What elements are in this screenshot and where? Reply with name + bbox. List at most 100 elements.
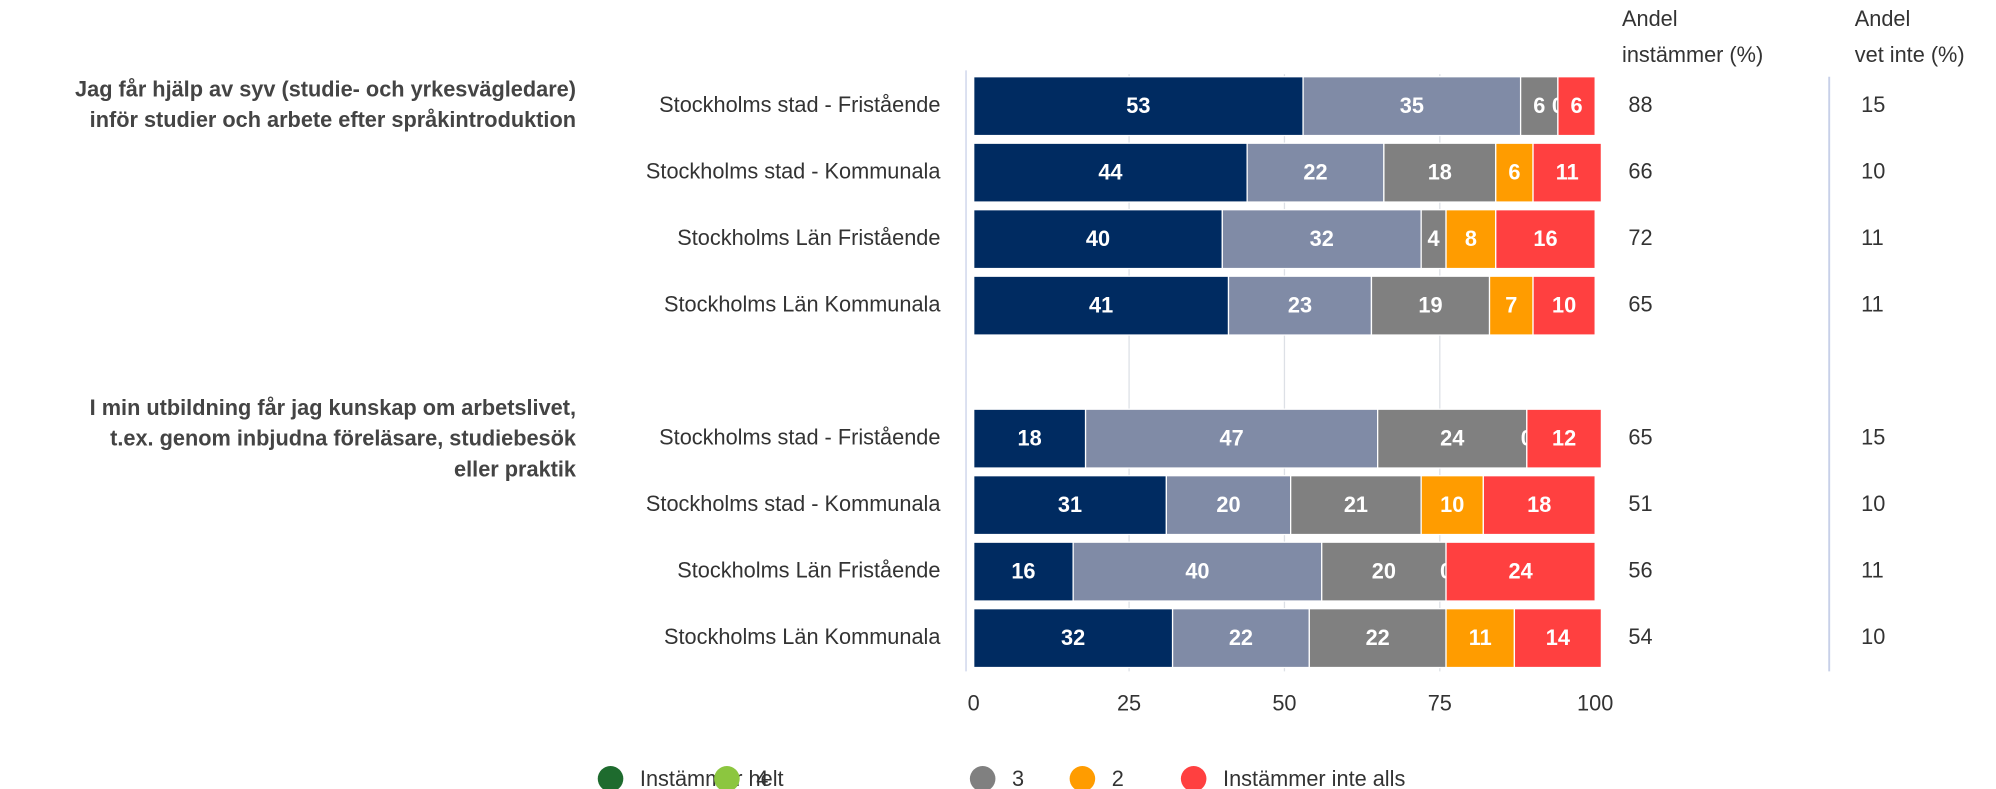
column-value: 56 xyxy=(1628,557,1652,582)
data-label: 7 xyxy=(1505,293,1517,318)
data-label: 22 xyxy=(1229,625,1253,650)
bar-segment xyxy=(1495,209,1596,270)
bar-segment xyxy=(1221,209,1422,270)
bar-segment xyxy=(1165,475,1292,536)
y-tick-label: Stockholms Län Kommunala xyxy=(664,291,941,316)
bar-segment xyxy=(1420,209,1447,270)
legend-label: 2 xyxy=(1112,766,1124,789)
data-label: 35 xyxy=(1400,93,1424,118)
column-value: 15 xyxy=(1861,424,1885,449)
column-value: 72 xyxy=(1628,225,1652,250)
bar-segment xyxy=(973,209,1223,270)
y-tick-label: Stockholms stad - Kommunala xyxy=(646,158,941,183)
y-tick-label: Stockholms Län Fristående xyxy=(677,225,940,250)
data-label: 40 xyxy=(1086,226,1110,251)
bar-segment xyxy=(1526,408,1603,469)
bar-segment xyxy=(1532,275,1596,336)
data-label: 10 xyxy=(1440,492,1464,517)
legend-marker xyxy=(1180,765,1207,789)
data-label: 8 xyxy=(1465,226,1477,251)
bar-segment xyxy=(1302,76,1522,137)
y-tick-label: Stockholms stad - Kommunala xyxy=(646,491,941,516)
y-tick-label: Stockholms stad - Fristående xyxy=(659,92,940,117)
data-label: 31 xyxy=(1058,492,1082,517)
data-label: 41 xyxy=(1089,293,1113,318)
data-label: 20 xyxy=(1216,492,1240,517)
group-label: eller praktik xyxy=(454,456,577,481)
bar-segment xyxy=(973,608,1174,669)
legend-label: Instämmer helt xyxy=(640,766,784,789)
data-label: 14 xyxy=(1546,625,1570,650)
group-label: inför studier och arbete efter språkintr… xyxy=(90,107,576,132)
column-header: instämmer (%) xyxy=(1622,42,1763,67)
data-label: 47 xyxy=(1220,426,1244,451)
column-value: 10 xyxy=(1861,158,1885,183)
bar-segment xyxy=(1308,608,1447,669)
column-value: 51 xyxy=(1628,491,1652,516)
bar-segment xyxy=(1377,408,1528,469)
data-label: 6 xyxy=(1570,93,1582,118)
bar-segment xyxy=(1495,142,1534,203)
data-label: 23 xyxy=(1288,293,1312,318)
bar-segment xyxy=(1445,541,1596,602)
bar-segment xyxy=(1557,76,1596,137)
data-label: 6 xyxy=(1508,160,1520,185)
group-label: I min utbildning får jag kunskap om arbe… xyxy=(90,395,576,420)
column-value: 65 xyxy=(1628,291,1652,316)
data-label: 40 xyxy=(1185,559,1209,584)
column-value: 11 xyxy=(1861,291,1884,316)
bar-segment xyxy=(973,142,1248,203)
bar-segment xyxy=(1513,608,1603,669)
column-value: 66 xyxy=(1628,158,1652,183)
bar-segment xyxy=(1482,475,1596,536)
bar-segment xyxy=(1445,209,1497,270)
data-label: 16 xyxy=(1011,559,1035,584)
bar-segment xyxy=(1290,475,1422,536)
column-header: Andel xyxy=(1622,6,1678,31)
column-value: 65 xyxy=(1628,424,1652,449)
bar-segment xyxy=(973,408,1087,469)
column-value: 11 xyxy=(1861,557,1884,582)
legend-marker xyxy=(1069,765,1096,789)
data-label: 6 xyxy=(1533,93,1545,118)
legend-marker xyxy=(969,765,996,789)
bar-segment xyxy=(1383,142,1497,203)
bar-segment xyxy=(1532,142,1603,203)
bar-segment xyxy=(973,275,1230,336)
data-label: 32 xyxy=(1061,625,1085,650)
data-label: 19 xyxy=(1418,293,1442,318)
data-label: 20 xyxy=(1372,559,1396,584)
column-value: 88 xyxy=(1628,92,1652,117)
column-value: 54 xyxy=(1628,624,1652,649)
bar-segment xyxy=(973,541,1074,602)
column-value: 10 xyxy=(1861,491,1885,516)
data-label: 21 xyxy=(1344,492,1368,517)
legend-label: 4 xyxy=(756,766,768,789)
legend-label: 3 xyxy=(1012,766,1024,789)
column-header: Andel xyxy=(1855,6,1911,31)
bar-segment xyxy=(1420,475,1484,536)
x-tick-label: 100 xyxy=(1577,690,1613,715)
x-tick-label: 25 xyxy=(1117,690,1141,715)
bar-segment xyxy=(1084,408,1379,469)
bar-segment xyxy=(1370,275,1491,336)
data-label: 10 xyxy=(1552,293,1576,318)
y-tick-label: Stockholms stad - Fristående xyxy=(659,424,940,449)
column-value: 15 xyxy=(1861,92,1885,117)
x-tick-label: 0 xyxy=(968,690,980,715)
group-label: t.ex. genom inbjudna föreläsare, studieb… xyxy=(110,426,577,451)
data-label: 22 xyxy=(1303,160,1327,185)
data-label: 4 xyxy=(1428,226,1440,251)
data-label: 18 xyxy=(1018,426,1042,451)
data-label: 12 xyxy=(1552,426,1576,451)
data-label: 18 xyxy=(1527,492,1551,517)
bar-segment xyxy=(1227,275,1373,336)
data-label: 24 xyxy=(1509,559,1533,584)
column-value: 10 xyxy=(1861,624,1885,649)
bar-segment xyxy=(1488,275,1534,336)
y-tick-label: Stockholms Län Kommunala xyxy=(664,624,941,649)
data-label: 11 xyxy=(1556,160,1579,185)
column-value: 11 xyxy=(1861,225,1884,250)
bar-segment xyxy=(973,475,1168,536)
